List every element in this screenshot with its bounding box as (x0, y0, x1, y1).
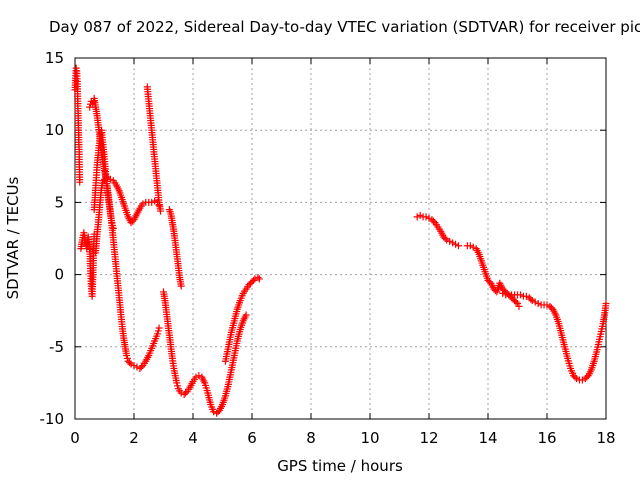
data-point (157, 207, 165, 215)
data-point (571, 373, 579, 381)
data-series (71, 64, 610, 417)
x-tick-label: 4 (188, 429, 198, 447)
data-point (151, 197, 159, 205)
data-point (425, 214, 433, 222)
data-point (192, 373, 200, 381)
x-tick-label: 2 (129, 429, 139, 447)
x-tick-labels: 0 2 4 6 8 10 12 14 16 18 (70, 429, 615, 447)
data-point (449, 239, 457, 247)
grid (75, 58, 606, 419)
data-point (249, 276, 257, 284)
data-point (148, 198, 156, 206)
data-point (106, 175, 114, 183)
data-point (499, 289, 507, 297)
x-tick-label: 14 (478, 429, 497, 447)
data-point (139, 200, 147, 208)
y-axis-label: SDTVAR / TECUs (4, 176, 22, 299)
plot-frame (74, 57, 607, 420)
data-point (443, 236, 451, 244)
chart-title: Day 087 of 2022, Sidereal Day-to-day VTE… (49, 18, 640, 36)
data-point (446, 237, 454, 245)
x-tick-label: 12 (419, 429, 438, 447)
data-point (254, 273, 262, 281)
data-point (177, 282, 185, 290)
data-point (573, 375, 580, 383)
data-point (137, 363, 145, 371)
data-point (441, 235, 449, 242)
data-point (99, 177, 107, 185)
data-point (543, 301, 551, 309)
data-point (127, 360, 135, 368)
data-point (416, 211, 424, 219)
x-tick-label: 16 (537, 429, 556, 447)
data-point (512, 298, 520, 306)
x-axis-label: GPS time / hours (277, 457, 403, 475)
data-point (452, 240, 460, 248)
data-point (101, 175, 108, 183)
data-point (422, 213, 430, 221)
data-point (155, 324, 163, 332)
data-point (182, 389, 190, 397)
data-point (534, 299, 542, 307)
data-point (455, 242, 462, 250)
data-point (195, 372, 203, 380)
data-point (602, 299, 610, 307)
data-point (466, 242, 474, 250)
data-point (130, 362, 138, 370)
x-tick-label: 18 (596, 429, 615, 447)
y-tick-label: 5 (54, 193, 64, 211)
y-tick-label: -5 (49, 338, 64, 356)
data-point (429, 217, 437, 225)
data-point (255, 275, 263, 283)
data-point (531, 298, 539, 306)
data-point (103, 174, 111, 182)
data-point (242, 311, 250, 319)
data-point (469, 243, 477, 251)
y-tick-label: 15 (45, 49, 64, 67)
data-point (109, 224, 117, 232)
x-tick-label: 10 (360, 429, 379, 447)
y-tick-label: -10 (40, 410, 65, 428)
data-point (413, 213, 421, 221)
data-point (126, 359, 134, 367)
data-point (76, 178, 84, 186)
x-tick-label: 6 (247, 429, 257, 447)
data-point (527, 295, 535, 303)
x-tick-label: 8 (306, 429, 316, 447)
y-tick-label: 0 (54, 266, 64, 284)
data-point (516, 291, 524, 299)
data-point (528, 297, 536, 305)
y-tick-labels: 15 10 5 0 -5 -10 (40, 49, 65, 428)
data-point (522, 292, 530, 300)
x-tick-label: 0 (70, 429, 80, 447)
data-point (515, 302, 523, 310)
axis-ticks (74, 57, 607, 420)
y-tick-label: 10 (45, 121, 64, 139)
data-point (578, 376, 586, 384)
